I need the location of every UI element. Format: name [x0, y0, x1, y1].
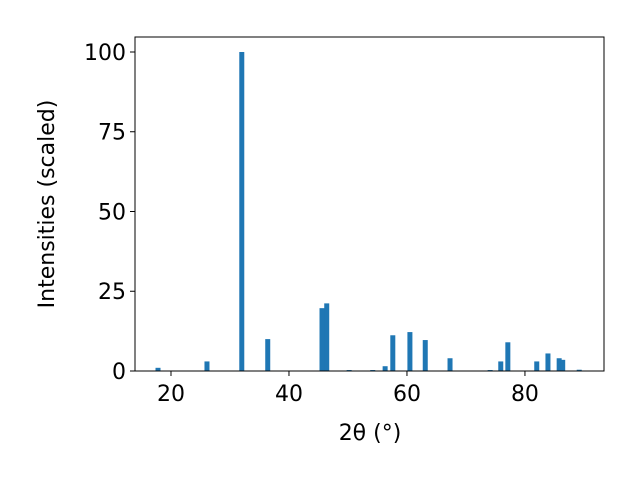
x-tick-label: 60 [393, 382, 421, 407]
bar [576, 369, 582, 371]
bar [505, 342, 511, 371]
y-tick-label: 0 [112, 360, 126, 385]
x-tick-label: 40 [275, 382, 303, 407]
bar [155, 367, 161, 371]
bar [265, 339, 271, 371]
bar [407, 332, 413, 371]
bar [498, 361, 504, 371]
bar [204, 361, 210, 371]
bar [556, 358, 562, 371]
bar [422, 340, 428, 371]
x-tick-label: 80 [511, 382, 539, 407]
bar [534, 361, 540, 371]
bar [382, 366, 388, 371]
plot-frame [134, 36, 605, 372]
y-axis-label: Intensities (scaled) [35, 100, 60, 309]
bar [390, 335, 396, 371]
x-axis-label: 2θ (°) [339, 421, 402, 446]
bar [447, 358, 453, 371]
bar [560, 359, 566, 371]
y-tick-label: 75 [98, 121, 126, 146]
bar [545, 353, 551, 371]
bar [319, 308, 325, 371]
y-tick-label: 25 [98, 280, 126, 305]
y-tick-label: 100 [84, 41, 126, 66]
x-tick-label: 20 [157, 382, 185, 407]
y-tick-label: 50 [98, 200, 126, 225]
bar [324, 303, 330, 371]
bar [239, 51, 245, 371]
